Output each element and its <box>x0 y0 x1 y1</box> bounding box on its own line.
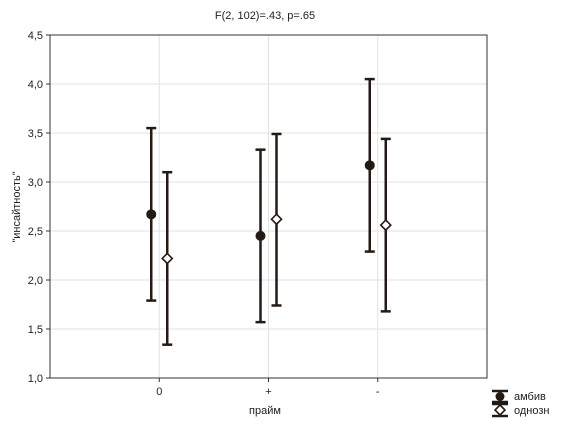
y-axis: 1,0 1,5 2,0 2,5 3,0 3,5 4,0 4,5 <box>28 30 50 385</box>
y-tick-label: 1,0 <box>28 373 43 385</box>
y-tick-label: 2,0 <box>28 275 43 287</box>
point-odnozn <box>270 213 283 226</box>
y-tick-label: 4,0 <box>28 79 43 91</box>
x-axis-label: прайм <box>249 405 281 417</box>
y-tick-label: 3,0 <box>28 177 43 189</box>
x-tick-label: - <box>376 386 380 398</box>
point-ambiv <box>255 230 266 241</box>
legend-item-ambiv: амбив <box>492 389 546 404</box>
point-odnozn <box>161 252 174 265</box>
legend-odnozn-marker <box>493 403 507 417</box>
y-tick-label: 4,5 <box>28 30 43 42</box>
legend: амбив однозн <box>492 389 549 418</box>
chart-title: F(2, 102)=.43, p=.65 <box>215 10 315 22</box>
legend-ambiv-marker <box>495 392 505 401</box>
legend-item-odnozn: однозн <box>492 402 549 418</box>
legend-ambiv-label: амбив <box>514 391 546 403</box>
grid <box>50 35 487 378</box>
x-axis: 0 + - <box>156 378 380 398</box>
data-marks <box>146 77 392 346</box>
y-axis-label: "инсайтность" <box>11 171 23 242</box>
point-ambiv <box>364 160 375 171</box>
y-tick-label: 2,5 <box>28 226 43 238</box>
point-odnozn <box>379 218 392 232</box>
x-tick-label: + <box>265 386 271 398</box>
y-tick-label: 1,5 <box>28 324 43 336</box>
x-tick-label: 0 <box>156 386 162 398</box>
legend-odnozn-label: однозн <box>514 405 549 417</box>
point-ambiv <box>146 209 157 220</box>
y-tick-label: 3,5 <box>28 128 43 140</box>
